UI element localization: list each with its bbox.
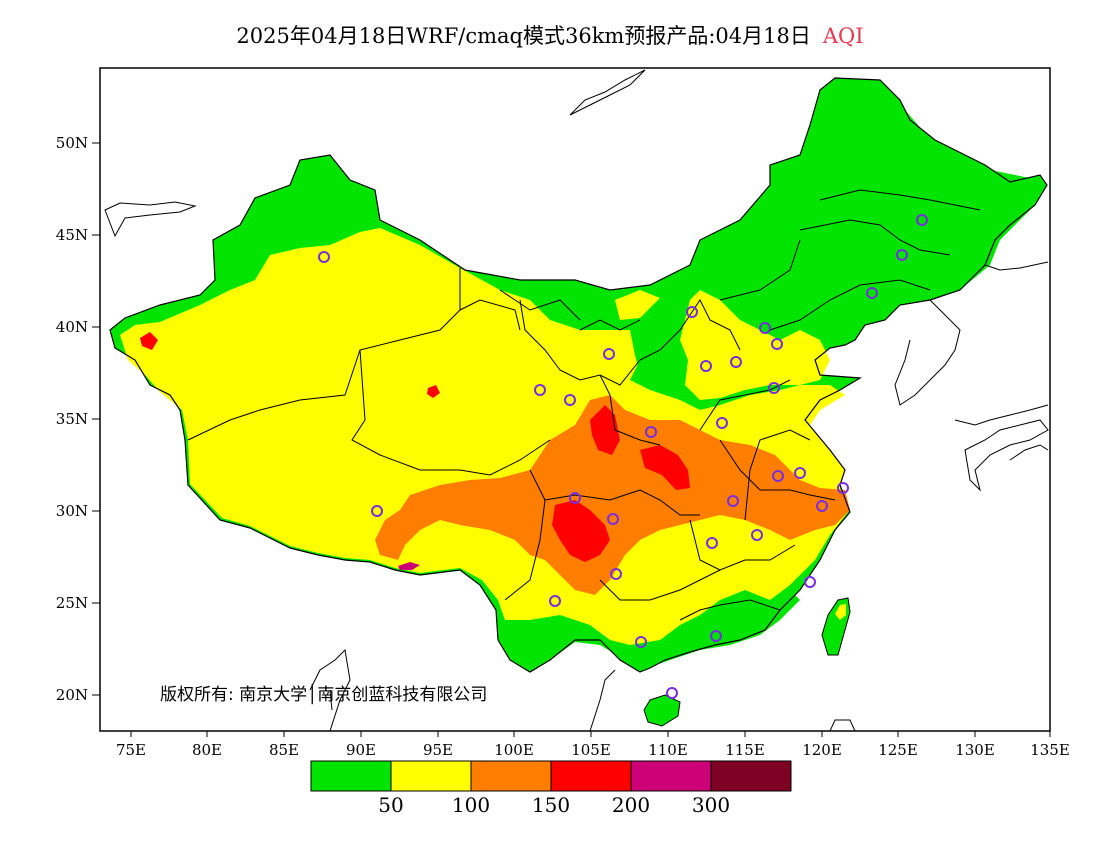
lon-label: 95E: [423, 741, 453, 759]
lat-label: 35N: [56, 410, 88, 428]
lat-label: 50N: [56, 134, 88, 152]
legend-swatch-good: [310, 760, 392, 792]
legend-threshold: 100: [451, 793, 491, 817]
legend-threshold: 50: [378, 793, 404, 817]
region-moderate-nm: [615, 290, 660, 320]
region-sensitive: [375, 395, 850, 595]
map-title: 2025年04月18日WRF/cmaq模式36km预报产品:04月18日 AQI: [0, 20, 1100, 50]
region-unhealthy-sichuan: [552, 500, 610, 562]
region-good-xinjiang: [245, 158, 378, 262]
lat-label: 40N: [56, 318, 88, 336]
legend-swatch-hazardous: [710, 760, 792, 792]
legend-swatch-sensitive: [470, 760, 552, 792]
lon-label: 130E: [955, 741, 995, 759]
lon-label: 110E: [648, 741, 688, 759]
lat-label: 25N: [56, 594, 88, 612]
province-boundaries: [187, 189, 981, 621]
island-taiwan-yellow: [835, 604, 846, 620]
region-unhealthy-henan: [640, 445, 690, 490]
region-unhealthy-shaanxi: [590, 405, 620, 455]
title-variable: AQI: [822, 24, 864, 48]
lat-label: 45N: [56, 226, 88, 244]
region-good-south: [500, 590, 800, 670]
lon-label: 125E: [878, 741, 918, 759]
lon-label: 85E: [269, 741, 299, 759]
region-moderate-ne: [680, 290, 830, 400]
legend-swatch-very-unhealthy: [630, 760, 712, 792]
legend-threshold: 300: [691, 793, 731, 817]
legend-swatch-moderate: [390, 760, 472, 792]
lat-axis: [92, 142, 100, 696]
lon-label: 100E: [494, 741, 534, 759]
lon-label: 135E: [1030, 741, 1070, 759]
lat-label: 30N: [56, 502, 88, 520]
lon-label: 80E: [192, 741, 222, 759]
lon-label: 75E: [116, 741, 146, 759]
lon-axis: [130, 731, 1051, 737]
station-markers: [318, 214, 928, 699]
title-main: 2025年04月18日WRF/cmaq模式36km预报产品:04月18日: [236, 24, 811, 48]
legend-threshold: 200: [611, 793, 651, 817]
lon-label: 120E: [802, 741, 842, 759]
legend-threshold: 150: [531, 793, 571, 817]
coastlines: [104, 69, 1049, 731]
lon-label: 105E: [571, 741, 611, 759]
map-frame: [99, 67, 1051, 732]
legend-swatch-unhealthy: [550, 760, 632, 792]
lon-label: 115E: [725, 741, 765, 759]
lon-label: 90E: [346, 741, 376, 759]
copyright-notice: 版权所有: 南京大学│南京创蓝科技有限公司: [160, 685, 488, 705]
region-unhealthy-qinghai: [427, 385, 440, 398]
china-border: [109, 77, 1048, 673]
region-very-unhealthy-tibet: [398, 562, 420, 570]
aqi-legend-bar: [310, 760, 792, 792]
lat-label: 20N: [56, 686, 88, 704]
region-unhealthy-west: [140, 332, 158, 350]
